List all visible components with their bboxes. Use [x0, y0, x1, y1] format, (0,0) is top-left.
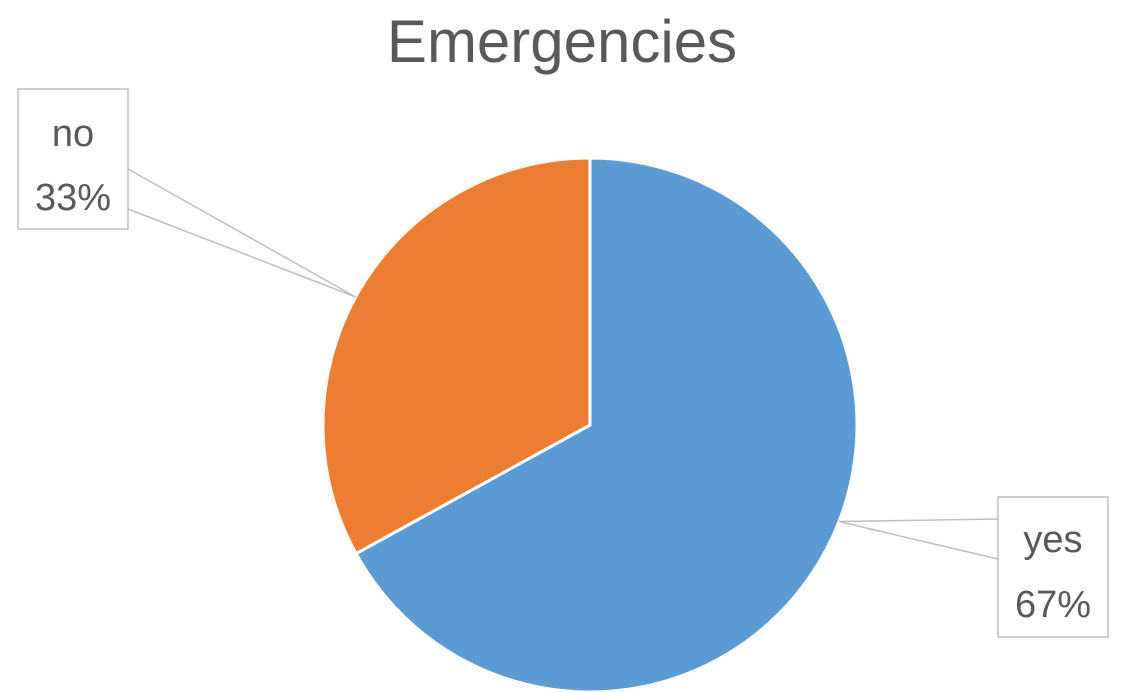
data-label-percent-no: 33%: [35, 177, 111, 219]
data-label-box-no: [17, 88, 129, 230]
pie-slice-yes: [354, 156, 859, 692]
leader-line-yes: [838, 520, 999, 560]
data-label-category-yes: yes: [1023, 519, 1082, 561]
data-label-category-no: no: [52, 113, 94, 155]
leader-line-no: [127, 208, 356, 298]
leader-line-yes: [838, 518, 999, 523]
data-label-box-yes: [997, 496, 1109, 638]
pie-slice-no: [321, 156, 592, 556]
leader-line-no: [127, 168, 357, 298]
data-label-percent-yes: 67%: [1015, 584, 1091, 626]
chart-title: Emergencies: [386, 8, 738, 75]
